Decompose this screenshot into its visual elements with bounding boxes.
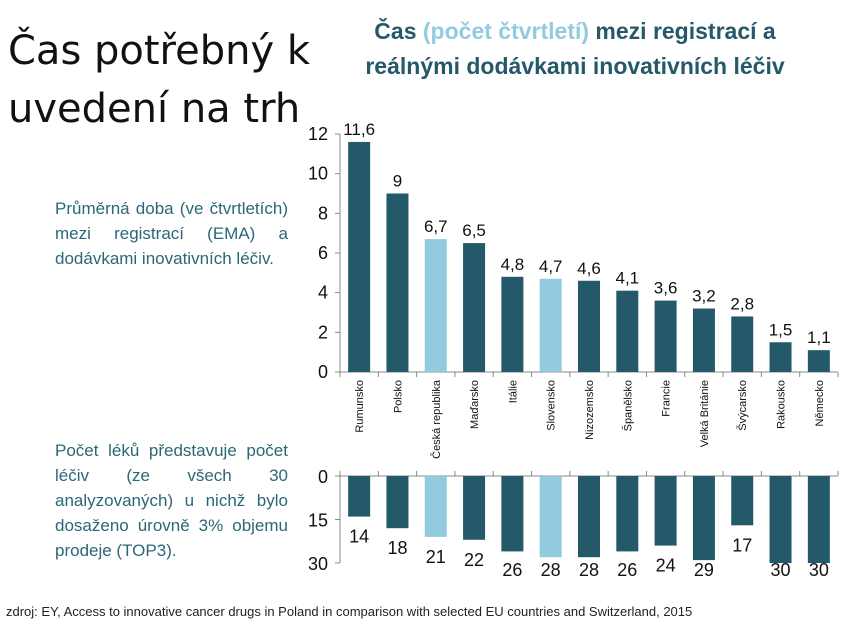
slide-title-line2: uvedení na trh (8, 86, 301, 132)
top-y-tick-label: 12 (308, 124, 328, 144)
slide-title-line1: Čas potřebný k (8, 28, 311, 74)
category-label-0: Rumunsko (354, 380, 366, 433)
top-data-label-9: 3,2 (692, 287, 716, 306)
top-bar-5 (539, 278, 562, 372)
bottom-y-tick-label: 30 (308, 554, 328, 574)
bottom-data-label-1: 18 (387, 538, 407, 558)
top-bar-7 (616, 290, 639, 372)
chart-title-highlight: (počet čtvrtletí) (422, 18, 590, 44)
top-bar-6 (578, 280, 600, 372)
category-label-10: Švýcarsko (736, 380, 749, 431)
category-label-11: Rakousko (776, 380, 788, 429)
bottom-data-label-9: 29 (694, 560, 714, 580)
top-bar-8 (654, 300, 677, 372)
bottom-bar-8 (654, 476, 677, 546)
category-label-3: Maďarsko (469, 380, 481, 429)
bottom-y-tick-label: 0 (318, 467, 328, 487)
bottom-bar-12 (807, 476, 830, 563)
bottom-bar-2 (424, 476, 447, 537)
top-y-tick-label: 6 (318, 243, 328, 263)
top-data-label-0: 11,6 (343, 120, 375, 139)
top-y-tick-label: 10 (308, 164, 328, 184)
category-label-7: Španělsko (621, 380, 634, 431)
bottom-data-label-3: 22 (464, 550, 484, 570)
category-label-1: Polsko (392, 380, 404, 413)
bottom-data-label-6: 28 (579, 560, 599, 580)
top-data-label-1: 9 (393, 172, 402, 191)
top-bar-0 (348, 141, 371, 372)
top-y-tick-label: 4 (318, 283, 328, 303)
bottom-data-label-12: 30 (809, 560, 829, 580)
bottom-bar-1 (386, 476, 409, 529)
top-data-label-5: 4,7 (539, 257, 563, 276)
top-data-label-8: 3,6 (654, 279, 678, 298)
top-data-label-12: 1,1 (807, 328, 831, 347)
category-label-2: Česká republika (430, 379, 443, 459)
bottom-data-label-11: 30 (771, 560, 791, 580)
bottom-y-tick-label: 15 (308, 511, 328, 531)
chart-title-part-a: Čas (374, 18, 423, 44)
bottom-bar-7 (616, 476, 639, 552)
top-y-tick-label: 0 (318, 362, 328, 382)
top-data-label-11: 1,5 (769, 320, 793, 339)
slide-title: Čas potřebný k uvedení na trh (8, 22, 328, 138)
category-label-4: Itálie (507, 380, 519, 403)
bottom-bar-4 (501, 476, 524, 552)
top-bar-2 (424, 239, 447, 372)
bottom-data-label-10: 17 (732, 535, 752, 555)
top-data-label-3: 6,5 (462, 221, 486, 240)
bottom-bar-11 (769, 476, 792, 563)
top-bar-4 (501, 276, 524, 372)
top-y-tick-label: 8 (318, 203, 328, 223)
bottom-data-label-2: 21 (426, 547, 446, 567)
top-bar-12 (807, 350, 830, 372)
bottom-bar-0 (348, 476, 371, 517)
top-data-label-4: 4,8 (501, 255, 525, 274)
chart-title: Čas (počet čtvrtletí) mezi registrací a … (340, 14, 810, 84)
top-bar-9 (692, 308, 715, 372)
bottom-data-label-5: 28 (541, 560, 561, 580)
top-y-tick-label: 2 (318, 322, 328, 342)
category-label-6: Nizozemsko (584, 380, 596, 440)
bottom-data-label-8: 24 (656, 556, 676, 576)
description-average-time: Průměrná doba (ve čtvrtletích) mezi regi… (55, 199, 288, 268)
source-note: zdroj: EY, Access to innovative cancer d… (6, 604, 693, 619)
top-bar-3 (463, 243, 486, 372)
bottom-bar-5 (539, 476, 562, 558)
description-top3-count: Počet léků představuje počet léčiv (ze v… (55, 441, 288, 560)
top-data-label-6: 4,6 (577, 259, 601, 278)
top-bar-11 (769, 342, 792, 372)
bottom-data-label-0: 14 (349, 527, 369, 547)
chart-title-part-c: mezi registrací a reálnými dodávkami ino… (365, 18, 785, 79)
category-label-12: Německo (814, 380, 826, 426)
top-data-label-2: 6,7 (424, 217, 448, 236)
bottom-bar-6 (578, 476, 600, 558)
bottom-bar-10 (731, 476, 754, 526)
category-label-8: Francie (661, 380, 673, 417)
top-data-label-10: 2,8 (730, 294, 754, 313)
bottom-bar-3 (463, 476, 486, 540)
bottom-data-label-7: 26 (617, 560, 637, 580)
category-label-5: Slovensko (546, 380, 558, 431)
top-bar-10 (731, 316, 754, 372)
top-bar-1 (386, 193, 409, 372)
bottom-bar-9 (692, 476, 715, 561)
top-data-label-7: 4,1 (615, 269, 639, 288)
category-label-9: Velká Británie (699, 380, 711, 447)
bottom-data-label-4: 26 (502, 560, 522, 580)
